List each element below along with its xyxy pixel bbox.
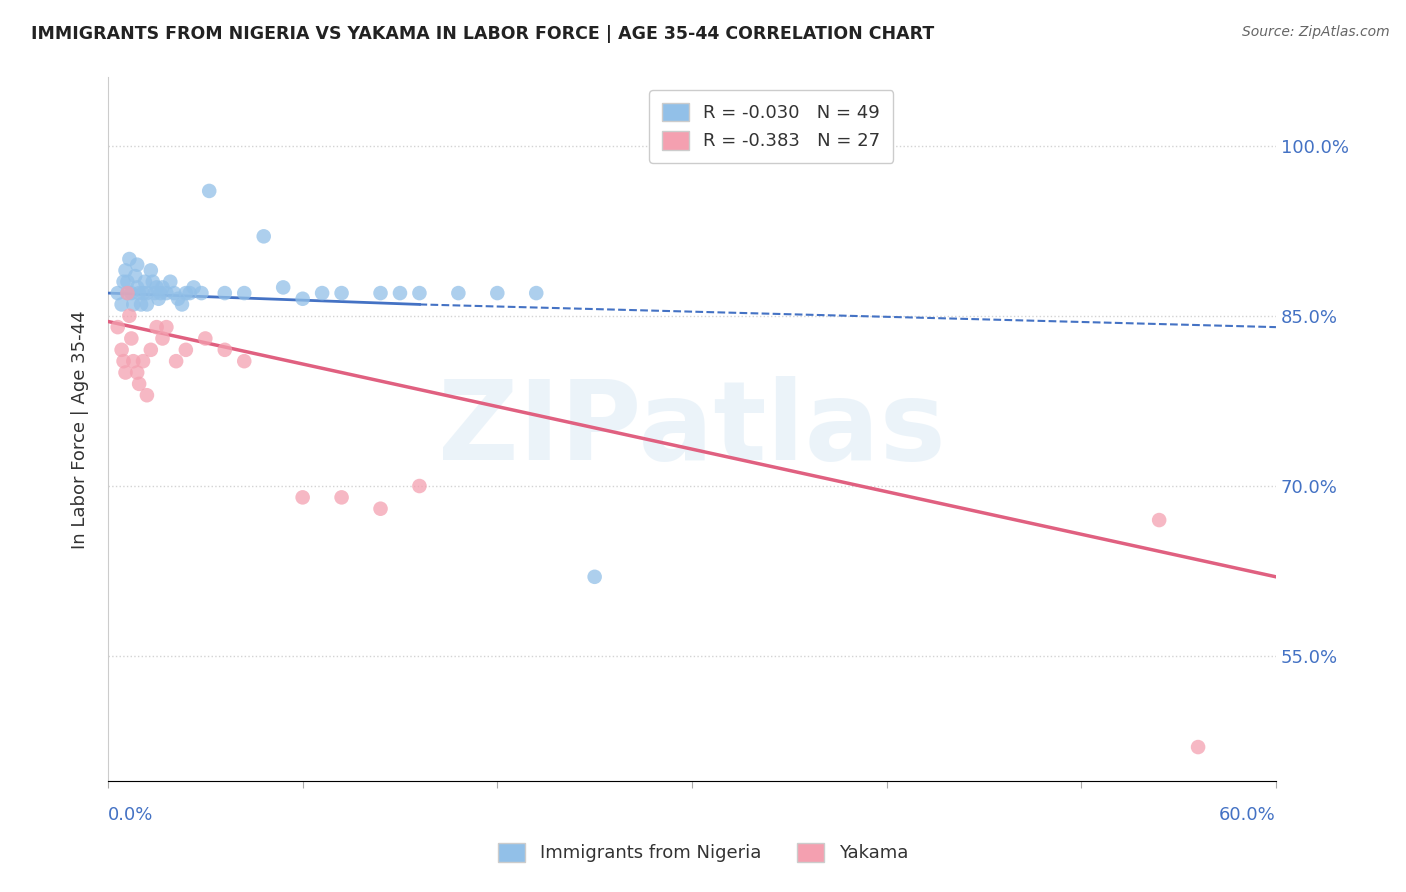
Point: [148, 292, 170, 306]
Point: [179, 286, 201, 301]
Text: ZIPatlas: ZIPatlas: [439, 376, 946, 483]
Point: [118, 252, 141, 266]
Point: [124, 268, 146, 283]
Point: [447, 286, 470, 301]
Point: [107, 320, 129, 334]
Point: [291, 292, 314, 306]
Point: [170, 297, 193, 311]
Point: [152, 280, 174, 294]
Point: [194, 331, 217, 345]
Point: [128, 376, 150, 391]
Text: 0.0%: 0.0%: [108, 806, 153, 824]
Point: [165, 354, 187, 368]
Point: [129, 297, 152, 311]
Point: [408, 286, 430, 301]
Point: [524, 286, 547, 301]
Point: [142, 275, 165, 289]
Point: [152, 331, 174, 345]
Point: [155, 320, 177, 334]
Point: [145, 280, 167, 294]
Point: [117, 275, 139, 289]
Point: [214, 286, 236, 301]
Point: [135, 388, 157, 402]
Point: [253, 229, 276, 244]
Text: 60.0%: 60.0%: [1219, 806, 1277, 824]
Point: [127, 280, 149, 294]
Point: [120, 331, 142, 345]
Point: [132, 354, 155, 368]
Point: [167, 292, 190, 306]
Point: [110, 297, 132, 311]
Text: Source: ZipAtlas.com: Source: ZipAtlas.com: [1241, 25, 1389, 39]
Point: [163, 286, 186, 301]
Point: [117, 286, 139, 301]
Point: [1187, 740, 1209, 755]
Point: [139, 343, 162, 357]
Point: [233, 354, 256, 368]
Point: [190, 286, 212, 301]
Point: [291, 491, 314, 505]
Point: [330, 286, 353, 301]
Point: [122, 354, 145, 368]
Point: [370, 501, 392, 516]
Point: [135, 286, 157, 301]
Point: [127, 366, 149, 380]
Point: [486, 286, 509, 301]
Point: [128, 286, 150, 301]
Legend: R = -0.030   N = 49, R = -0.383   N = 27: R = -0.030 N = 49, R = -0.383 N = 27: [650, 90, 893, 163]
Point: [198, 184, 221, 198]
Point: [233, 286, 256, 301]
Point: [311, 286, 333, 301]
Point: [114, 366, 136, 380]
Point: [112, 275, 135, 289]
Text: IMMIGRANTS FROM NIGERIA VS YAKAMA IN LABOR FORCE | AGE 35-44 CORRELATION CHART: IMMIGRANTS FROM NIGERIA VS YAKAMA IN LAB…: [31, 25, 934, 43]
Point: [1147, 513, 1170, 527]
Point: [120, 286, 142, 301]
Point: [330, 491, 353, 505]
Point: [122, 297, 145, 311]
Point: [114, 263, 136, 277]
Point: [174, 286, 197, 301]
Point: [370, 286, 392, 301]
Point: [183, 280, 205, 294]
Point: [271, 280, 294, 294]
Point: [110, 343, 132, 357]
Point: [145, 320, 167, 334]
Y-axis label: In Labor Force | Age 35-44: In Labor Force | Age 35-44: [72, 310, 89, 549]
Point: [118, 309, 141, 323]
Point: [155, 286, 177, 301]
Point: [127, 258, 149, 272]
Point: [135, 297, 157, 311]
Point: [112, 354, 135, 368]
Legend: Immigrants from Nigeria, Yakama: Immigrants from Nigeria, Yakama: [491, 836, 915, 870]
Point: [143, 286, 166, 301]
Point: [132, 286, 155, 301]
Point: [174, 343, 197, 357]
Point: [107, 286, 129, 301]
Point: [388, 286, 411, 301]
Point: [117, 286, 139, 301]
Point: [583, 570, 606, 584]
Point: [149, 286, 172, 301]
Point: [134, 275, 156, 289]
Point: [214, 343, 236, 357]
Point: [408, 479, 430, 493]
Point: [139, 263, 162, 277]
Point: [159, 275, 181, 289]
